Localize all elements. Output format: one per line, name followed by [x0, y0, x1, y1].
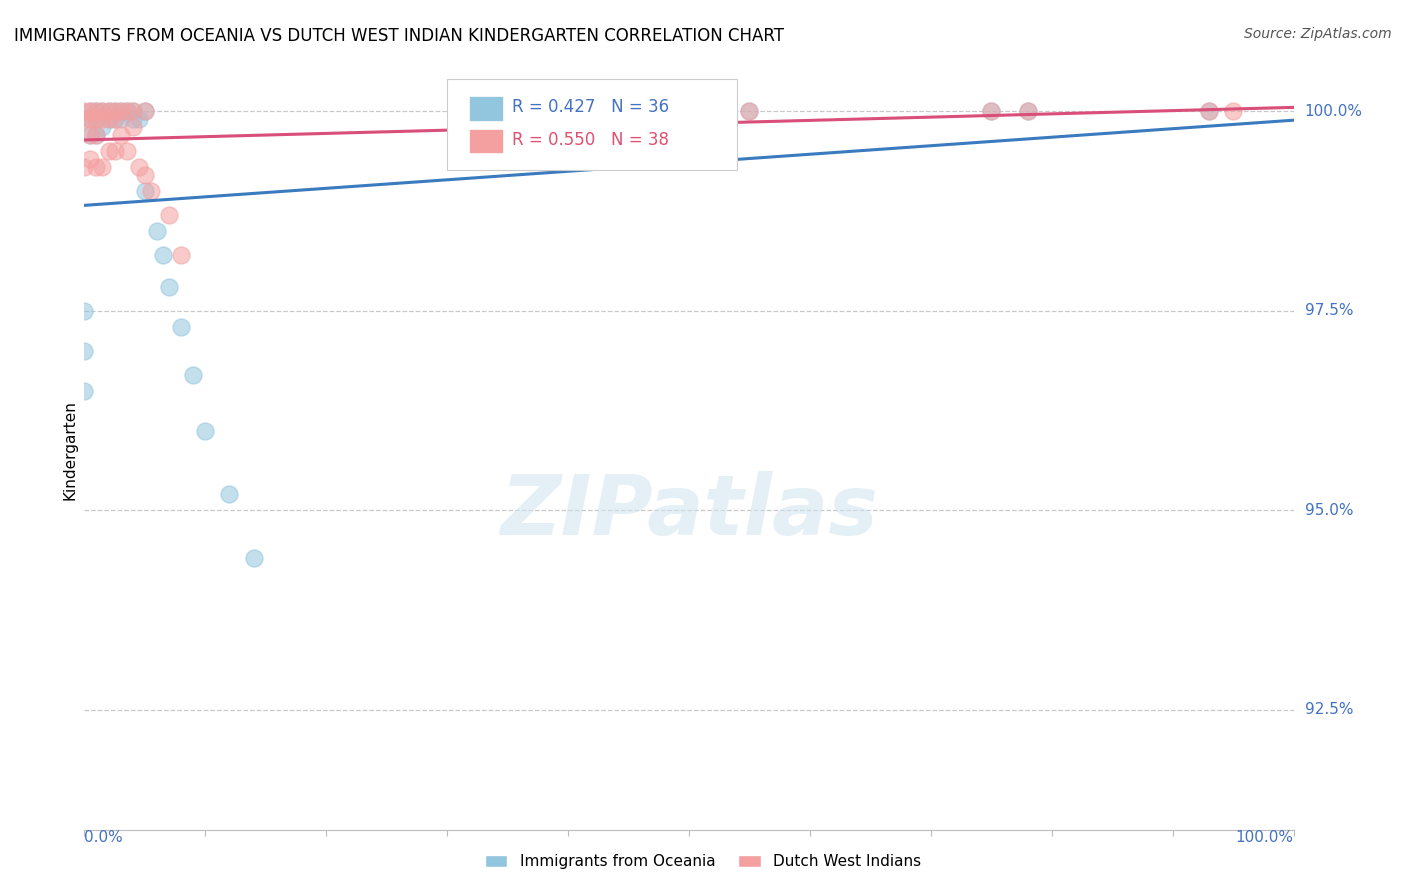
Point — [738, 104, 761, 119]
Point — [86, 160, 108, 174]
Point — [121, 104, 143, 119]
Point — [91, 104, 114, 119]
Point — [91, 104, 114, 119]
Point — [79, 104, 101, 119]
Point — [980, 104, 1002, 119]
Point — [115, 104, 138, 119]
Point — [104, 104, 127, 119]
Point — [194, 424, 217, 438]
Point — [79, 152, 101, 166]
Point — [1198, 104, 1220, 119]
Text: 95.0%: 95.0% — [1305, 503, 1353, 518]
Point — [79, 104, 101, 119]
Point — [73, 384, 96, 398]
Text: Source: ZipAtlas.com: Source: ZipAtlas.com — [1244, 27, 1392, 41]
Point — [1198, 104, 1220, 119]
Point — [97, 112, 120, 127]
Point — [128, 112, 150, 127]
Text: 0.0%: 0.0% — [84, 830, 124, 845]
Point — [139, 184, 162, 198]
Point — [97, 112, 120, 127]
Point — [79, 112, 101, 127]
Point — [97, 104, 120, 119]
Point — [86, 112, 108, 127]
Point — [73, 112, 96, 127]
Point — [86, 104, 108, 119]
Legend: Immigrants from Oceania, Dutch West Indians: Immigrants from Oceania, Dutch West Indi… — [478, 848, 928, 875]
Text: 100.0%: 100.0% — [1305, 103, 1362, 119]
Point — [170, 319, 193, 334]
Point — [97, 144, 120, 158]
Text: 100.0%: 100.0% — [1236, 830, 1294, 845]
Point — [73, 104, 96, 119]
FancyBboxPatch shape — [447, 79, 737, 170]
Point — [980, 104, 1002, 119]
Point — [128, 160, 150, 174]
Point — [110, 104, 132, 119]
FancyBboxPatch shape — [468, 129, 503, 153]
Point — [218, 487, 240, 501]
Point — [79, 112, 101, 127]
Point — [104, 112, 127, 127]
Point — [121, 120, 143, 135]
Point — [110, 128, 132, 143]
Point — [678, 104, 700, 119]
Point — [115, 104, 138, 119]
Point — [104, 104, 127, 119]
Point — [152, 248, 174, 262]
Point — [86, 104, 108, 119]
Point — [170, 248, 193, 262]
Point — [134, 168, 156, 182]
Point — [104, 144, 127, 158]
Point — [678, 104, 700, 119]
Point — [115, 144, 138, 158]
Point — [104, 112, 127, 127]
Point — [110, 104, 132, 119]
Text: IMMIGRANTS FROM OCEANIA VS DUTCH WEST INDIAN KINDERGARTEN CORRELATION CHART: IMMIGRANTS FROM OCEANIA VS DUTCH WEST IN… — [14, 27, 785, 45]
Point — [91, 120, 114, 135]
Point — [738, 104, 761, 119]
Point — [121, 112, 143, 127]
Point — [1222, 104, 1244, 119]
Y-axis label: Kindergarten: Kindergarten — [62, 401, 77, 500]
Point — [242, 551, 264, 566]
Point — [1017, 104, 1039, 119]
Point — [110, 112, 132, 127]
Text: R = 0.427   N = 36: R = 0.427 N = 36 — [512, 98, 669, 116]
Point — [91, 160, 114, 174]
Point — [134, 104, 156, 119]
Point — [1017, 104, 1039, 119]
Point — [86, 112, 108, 127]
Text: 92.5%: 92.5% — [1305, 702, 1353, 717]
Point — [91, 112, 114, 127]
Point — [157, 280, 180, 294]
Point — [79, 128, 101, 143]
Point — [121, 104, 143, 119]
Text: R = 0.550   N = 38: R = 0.550 N = 38 — [512, 130, 669, 149]
Point — [86, 128, 108, 143]
Point — [73, 303, 96, 318]
Point — [146, 224, 169, 238]
Point — [181, 368, 204, 382]
Point — [73, 343, 96, 358]
Point — [157, 208, 180, 222]
Point — [97, 104, 120, 119]
Point — [134, 184, 156, 198]
Point — [134, 104, 156, 119]
FancyBboxPatch shape — [468, 96, 503, 120]
Point — [79, 128, 101, 143]
Text: 97.5%: 97.5% — [1305, 303, 1353, 318]
Text: ZIPatlas: ZIPatlas — [501, 471, 877, 551]
Point — [86, 128, 108, 143]
Point — [73, 160, 96, 174]
